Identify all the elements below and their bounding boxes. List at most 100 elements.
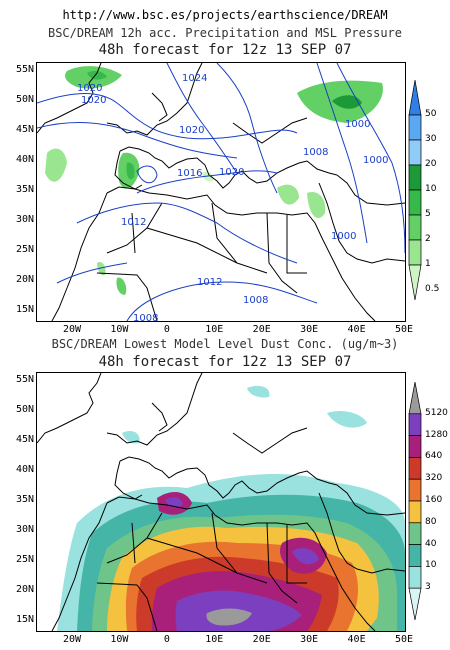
precipitation-colorbar-label: 50 — [425, 109, 437, 119]
dust-colorbar-swatch — [408, 413, 422, 436]
top-panel-subtitle: 48h forecast for 12z 13 SEP 07 — [98, 42, 352, 58]
dust-colorbar-label: 10 — [425, 560, 437, 571]
bottom-lat-label: 55N — [15, 374, 34, 385]
svg-text:1000: 1000 — [331, 231, 356, 242]
bottom-lon-label: 10W — [110, 634, 129, 645]
precipitation-map-svg: 1020 1024 1020 1020 1016 1020 1012 1012 … — [37, 63, 405, 321]
isobars — [37, 63, 405, 321]
top-lon-label: 20W — [62, 324, 82, 335]
top-lat-label: 20N — [15, 274, 34, 285]
isobar-labels: 1020 1024 1020 1020 1016 1020 1012 1012 … — [77, 73, 388, 321]
dust-colorbar-swatch — [408, 522, 422, 545]
svg-text:1008: 1008 — [133, 313, 158, 321]
dust-colorbar-label: 1280 — [425, 429, 448, 440]
bottom-lat-label: 45N — [15, 434, 34, 445]
top-lon-label: 10E — [205, 324, 224, 335]
dust-colorbar-swatch — [408, 457, 422, 480]
dust-colorbar-label: 80 — [425, 516, 437, 527]
svg-text:1008: 1008 — [243, 295, 268, 306]
svg-text:1016: 1016 — [177, 168, 202, 179]
svg-text:1012: 1012 — [197, 277, 222, 288]
top-lon-label: 50E — [394, 324, 414, 335]
dust-colorbar-label: 5120 — [425, 407, 448, 418]
dust-concentration-map — [36, 372, 406, 632]
precipitation-colorbar-label: 0.5 — [425, 284, 440, 294]
dust-colorbar-swatch — [408, 587, 422, 620]
top-lat-label: 25N — [15, 244, 34, 255]
top-lat-label: 50N — [15, 94, 34, 105]
precipitation-colorbar-swatch — [408, 264, 422, 300]
precipitation-areas — [45, 66, 383, 295]
precipitation-colorbar-label: 20 — [425, 159, 437, 169]
bottom-lat-label: 40N — [15, 464, 34, 475]
precipitation-colorbar-label: 5 — [425, 209, 431, 219]
precipitation-colorbar-swatch — [408, 114, 422, 141]
bottom-lon-label: 30E — [300, 634, 319, 645]
dust-colorbar-swatch — [408, 435, 422, 458]
bottom-lon-label: 20W — [62, 634, 82, 645]
dust-colorbar-swatch — [408, 500, 422, 524]
dust-colorbar-label: 640 — [425, 451, 443, 462]
bottom-lon-label: 0 — [163, 634, 170, 645]
source-url: http://www.bsc.es/projects/earthscience/… — [62, 8, 388, 22]
bottom-lat-label: 25N — [15, 554, 34, 565]
country-borders-lower — [96, 512, 307, 631]
top-lon-label: 40E — [347, 324, 366, 335]
top-lat-label: 30N — [15, 214, 34, 225]
precipitation-colorbar-label: 2 — [425, 234, 431, 244]
precipitation-colorbar-swatch — [408, 164, 422, 191]
dust-colorbar-label: 40 — [425, 538, 437, 549]
precipitation-colorbar — [408, 80, 422, 300]
dust-colorbar-label: 320 — [425, 473, 443, 484]
dust-colorbar-swatch — [408, 544, 422, 567]
dust-colorbar-label: 3 — [425, 582, 431, 593]
svg-text:1024: 1024 — [182, 73, 207, 84]
bottom-lat-label: 50N — [15, 404, 34, 415]
bottom-lon-label: 20E — [252, 634, 271, 645]
svg-text:1008: 1008 — [303, 147, 328, 158]
bottom-lat-label: 30N — [15, 524, 34, 535]
precipitation-colorbar-label: 30 — [425, 134, 437, 144]
precipitation-colorbar-swatch — [408, 214, 422, 241]
svg-text:1000: 1000 — [363, 155, 388, 166]
top-lon-label: 0 — [163, 324, 170, 335]
dust-colorbar-swatch — [408, 382, 422, 415]
bottom-panel-title: BSC/DREAM Lowest Model Level Dust Conc. … — [51, 337, 399, 351]
top-lat-label: 35N — [15, 184, 34, 195]
precipitation-colorbar-label: 1 — [425, 259, 431, 269]
top-lon-label: 20E — [252, 324, 271, 335]
svg-text:1020: 1020 — [219, 167, 244, 178]
dust-areas — [57, 385, 405, 631]
top-lon-label: 30E — [300, 324, 319, 335]
top-lat-label: 40N — [15, 154, 34, 165]
precipitation-map: 1020 1024 1020 1020 1016 1020 1012 1012 … — [36, 62, 406, 322]
top-lat-label: 15N — [15, 304, 34, 315]
dust-concentration-map-svg — [37, 373, 405, 631]
bottom-lon-label: 50E — [394, 634, 414, 645]
top-lat-label: 45N — [15, 124, 34, 135]
dust-colorbar-swatch — [408, 478, 422, 502]
bottom-panel-subtitle: 48h forecast for 12z 13 SEP 07 — [98, 354, 352, 370]
coastlines — [37, 63, 405, 321]
top-panel-title: BSC/DREAM 12h acc. Precipitation and MSL… — [47, 26, 402, 40]
bottom-lon-label: 10E — [205, 634, 224, 645]
top-lat-label: 55N — [15, 64, 34, 75]
svg-text:1012: 1012 — [121, 217, 146, 228]
svg-text:1020: 1020 — [81, 95, 106, 106]
coastlines-lower — [37, 373, 405, 631]
precipitation-colorbar-swatch — [408, 139, 422, 166]
bottom-lat-label: 20N — [15, 584, 34, 595]
svg-text:1020: 1020 — [77, 83, 102, 94]
precipitation-colorbar-label: 10 — [425, 184, 437, 194]
country-borders — [96, 202, 307, 321]
dust-colorbar-label: 160 — [425, 495, 443, 505]
svg-text:1000: 1000 — [345, 119, 370, 130]
bottom-lat-label: 15N — [15, 614, 34, 625]
precipitation-colorbar-swatch — [408, 80, 422, 116]
bottom-lat-label: 35N — [15, 494, 34, 505]
bottom-lon-label: 40E — [347, 634, 366, 645]
precipitation-colorbar-swatch — [408, 189, 422, 216]
dust-colorbar — [408, 382, 422, 620]
precipitation-colorbar-swatch — [408, 239, 422, 266]
dust-colorbar-swatch — [408, 566, 422, 589]
